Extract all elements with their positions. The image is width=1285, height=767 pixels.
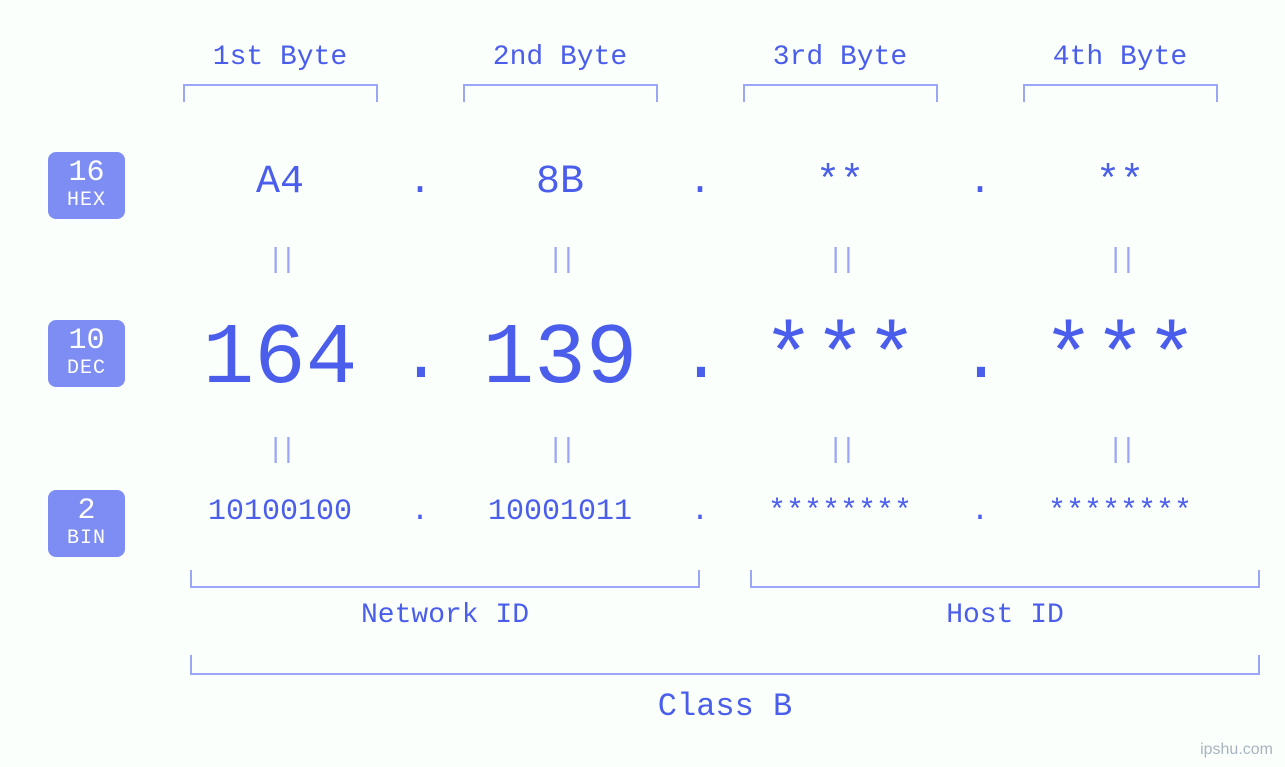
byte-header-1: 1st Byte: [160, 42, 400, 73]
dec-byte-4: ***: [1000, 310, 1240, 408]
badge-dec: 10 DEC: [48, 320, 125, 387]
badge-hex-base: 16: [48, 158, 125, 190]
top-bracket-3: [743, 84, 938, 102]
eq-row-1: || || || ||: [160, 245, 1255, 276]
hex-dot-3: .: [960, 160, 1000, 205]
hex-dot-1: .: [400, 160, 440, 205]
badge-bin: 2 BIN: [48, 490, 125, 557]
hex-byte-4: **: [1000, 160, 1240, 205]
eq-1-1: ||: [160, 245, 400, 276]
eq-2-2: ||: [440, 435, 680, 466]
eq-2-1: ||: [160, 435, 400, 466]
bin-byte-3: ********: [720, 495, 960, 529]
badge-dec-label: DEC: [48, 358, 125, 379]
badge-hex: 16 HEX: [48, 152, 125, 219]
hex-byte-2: 8B: [440, 160, 680, 205]
top-bracket-2: [463, 84, 658, 102]
watermark: ipshu.com: [1200, 741, 1273, 759]
class-label: Class B: [190, 688, 1260, 725]
byte-header-4: 4th Byte: [1000, 42, 1240, 73]
byte-header-2: 2nd Byte: [440, 42, 680, 73]
badge-bin-label: BIN: [48, 528, 125, 549]
bin-dot-1: .: [400, 495, 440, 529]
network-label: Network ID: [190, 600, 700, 631]
dec-dot-3: .: [960, 320, 1000, 399]
eq-2-3: ||: [720, 435, 960, 466]
hex-dot-2: .: [680, 160, 720, 205]
eq-row-2: || || || ||: [160, 435, 1255, 466]
bin-byte-2: 10001011: [440, 495, 680, 529]
bin-byte-4: ********: [1000, 495, 1240, 529]
class-bracket: [190, 655, 1260, 675]
hex-row: A4 . 8B . ** . **: [160, 160, 1255, 205]
eq-1-2: ||: [440, 245, 680, 276]
top-bracket-1: [183, 84, 378, 102]
dec-byte-2: 139: [440, 310, 680, 408]
bin-dot-2: .: [680, 495, 720, 529]
dec-row: 164 . 139 . *** . ***: [160, 310, 1255, 408]
bin-byte-1: 10100100: [160, 495, 400, 529]
dec-dot-1: .: [400, 320, 440, 399]
dec-dot-2: .: [680, 320, 720, 399]
byte-header-3: 3rd Byte: [720, 42, 960, 73]
network-bracket: [190, 570, 700, 588]
dec-byte-1: 164: [160, 310, 400, 408]
top-bracket-4: [1023, 84, 1218, 102]
hex-byte-1: A4: [160, 160, 400, 205]
badge-dec-base: 10: [48, 326, 125, 358]
bin-dot-3: .: [960, 495, 1000, 529]
badge-hex-label: HEX: [48, 190, 125, 211]
hex-byte-3: **: [720, 160, 960, 205]
host-bracket: [750, 570, 1260, 588]
eq-1-3: ||: [720, 245, 960, 276]
eq-2-4: ||: [1000, 435, 1240, 466]
eq-1-4: ||: [1000, 245, 1240, 276]
bin-row: 10100100 . 10001011 . ******** . *******…: [160, 495, 1255, 529]
host-label: Host ID: [750, 600, 1260, 631]
badge-bin-base: 2: [48, 496, 125, 528]
dec-byte-3: ***: [720, 310, 960, 408]
